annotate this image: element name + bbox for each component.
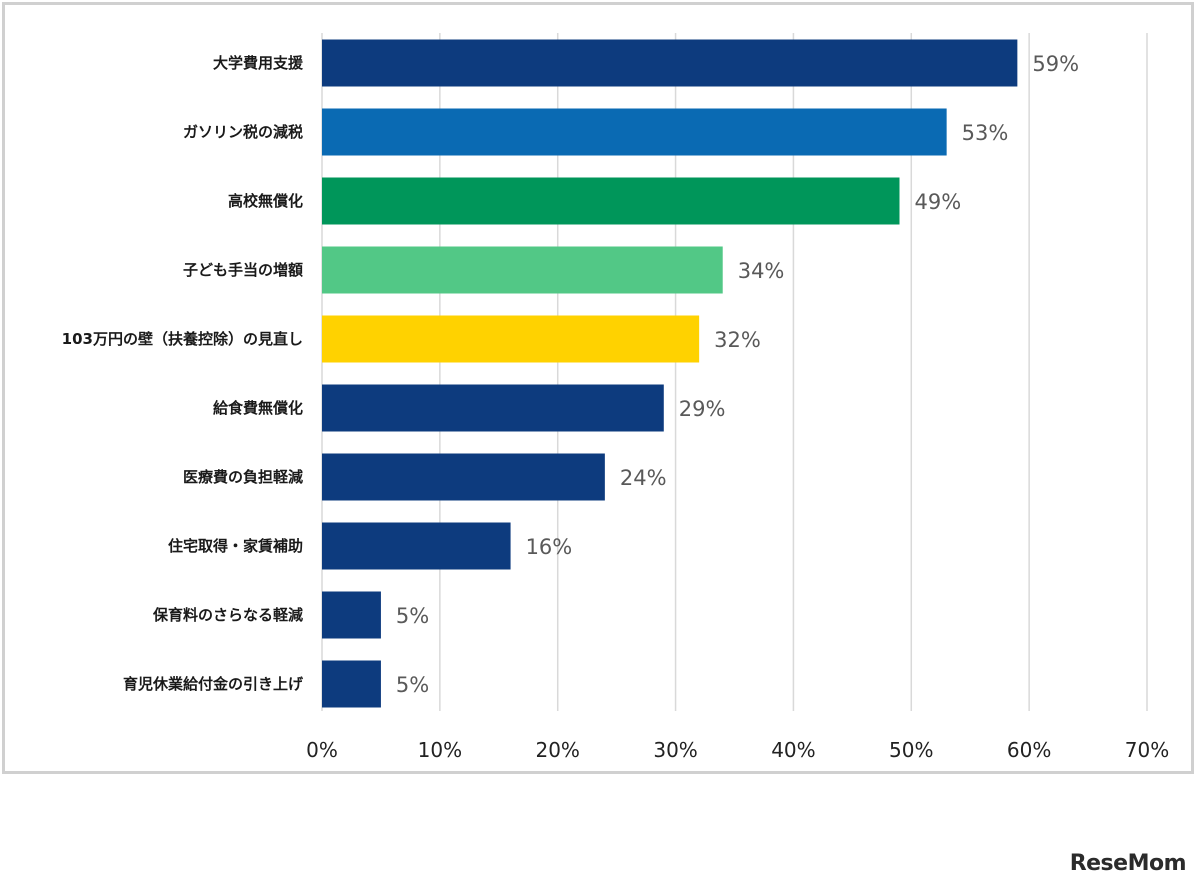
data-label: 24% (620, 466, 667, 490)
data-label: 32% (714, 328, 761, 352)
bar (322, 522, 511, 570)
category-label: 住宅取得・家賃補助 (168, 537, 303, 555)
data-label: 5% (396, 604, 429, 628)
bar (322, 177, 900, 225)
bar (322, 108, 947, 156)
category-label: 高校無償化 (228, 192, 303, 210)
chart-frame: 大学費用支援ガソリン税の減税高校無償化子ども手当の増額 103万円の壁（扶養控除）… (2, 2, 1194, 774)
bar (322, 660, 381, 708)
bar (322, 453, 605, 501)
value-labels: 59% 53% 49% 34% 32% 29% 24% 16% 5% 5% (396, 52, 1079, 697)
bar (322, 384, 664, 432)
bar (322, 246, 723, 294)
category-label: 大学費用支援 (213, 54, 304, 72)
category-label: 給食費無償化 (213, 399, 303, 417)
x-tick-label: 40% (771, 738, 815, 762)
category-label: 103万円の壁（扶養控除）の見直し (62, 330, 303, 348)
category-label: ガソリン税の減税 (183, 123, 303, 141)
data-label: 5% (396, 673, 429, 697)
x-tick-label: 50% (889, 738, 933, 762)
category-label: 育児休業給付金の引き上げ (123, 675, 304, 693)
bar (322, 591, 381, 639)
x-tick-label: 30% (653, 738, 697, 762)
x-tick-label: 60% (1007, 738, 1051, 762)
bar (322, 315, 700, 363)
x-axis-ticks: 0% 10% 20% 30% 40% 50% 60% 70% (306, 738, 1169, 762)
category-label: 保育料のさらなる軽減 (152, 606, 303, 624)
data-label: 53% (962, 121, 1009, 145)
x-tick-label: 20% (535, 738, 579, 762)
data-label: 29% (679, 397, 726, 421)
resemom-watermark: ReseMom (1069, 851, 1187, 876)
category-label: 医療費の負担軽減 (183, 468, 303, 486)
x-tick-label: 10% (418, 738, 462, 762)
x-tick-label: 0% (306, 738, 338, 762)
x-tick-label: 70% (1125, 738, 1169, 762)
data-label: 16% (526, 535, 573, 559)
data-label: 59% (1032, 52, 1079, 76)
category-label: 子ども手当の増額 (183, 261, 303, 279)
bar (322, 39, 1018, 87)
data-label: 34% (738, 259, 785, 283)
bars (322, 39, 1018, 708)
data-label: 49% (915, 190, 962, 214)
